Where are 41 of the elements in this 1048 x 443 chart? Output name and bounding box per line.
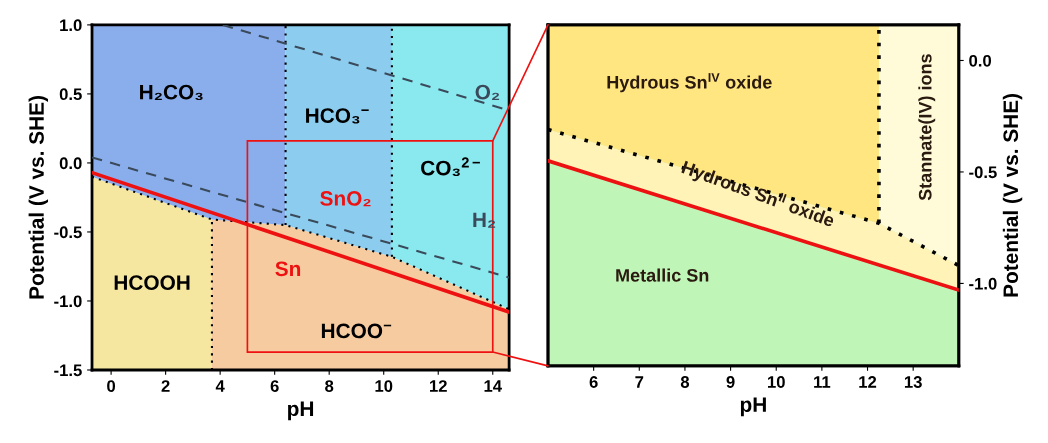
annotation: HCO₃$^{−}$ [306, 108, 369, 124]
annotation: Metallic Sn [616, 268, 709, 282]
x-tick-label: 8 [680, 376, 690, 388]
y-tick-label: 0.0 [59, 157, 82, 170]
y-axis-title: Potential (V vs. SHE) [28, 96, 49, 299]
x-tick-label: 14 [484, 380, 502, 392]
x-tick-label: 0 [107, 380, 116, 392]
annotation: Hydrous Sn$^{IV}$ oxide [607, 73, 772, 93]
y-tick-label: -1.5 [54, 364, 82, 377]
annotation: Sn [275, 261, 301, 277]
x-axis-title: pH [740, 397, 766, 417]
x-tick-label: 9 [726, 376, 735, 388]
y-tick-label: -1.0 [54, 295, 82, 308]
annotation: Hydrous Sn$^{II}$ oxide [680, 158, 837, 231]
x-tick-label: 6 [270, 380, 279, 392]
annotation: O₂ [475, 84, 500, 100]
y2-tick-label: -0.5 [969, 166, 997, 179]
y-tick-label: 1.0 [60, 19, 82, 32]
y2-tick-label: -1.0 [969, 277, 997, 290]
x-tick-label: 12 [430, 380, 447, 392]
y-tick-label: -0.5 [54, 226, 82, 239]
annotation: CO₃$^{2−}$ [421, 157, 480, 176]
x-tick-label: 13 [904, 376, 922, 388]
annotation: Stannate(IV) ions [918, 54, 936, 201]
x-tick-label: 10 [375, 380, 393, 392]
x-tick-label: 2 [161, 380, 170, 392]
x-tick-label: 6 [589, 376, 598, 388]
x-tick-label: 11 [814, 376, 831, 388]
x-axis-title: pH [288, 401, 314, 421]
annotation: H₂CO₃ [140, 84, 203, 101]
x-tick-label: 4 [215, 380, 225, 392]
annotation: HCOO$^{−}$ [321, 323, 392, 339]
annotation: HCOOH [114, 275, 190, 290]
y2-tick-label: 0.0 [969, 54, 992, 67]
x-tick-label: 10 [768, 376, 785, 388]
y2-axis-title: Potential (V vs. SHE) [1002, 93, 1023, 297]
x-tick-label: 7 [635, 376, 644, 388]
x-tick-label: 8 [325, 380, 334, 392]
x-tick-label: 12 [859, 376, 877, 388]
y-tick-label: 0.5 [59, 88, 82, 101]
annotation: SnO₂ [320, 191, 371, 207]
